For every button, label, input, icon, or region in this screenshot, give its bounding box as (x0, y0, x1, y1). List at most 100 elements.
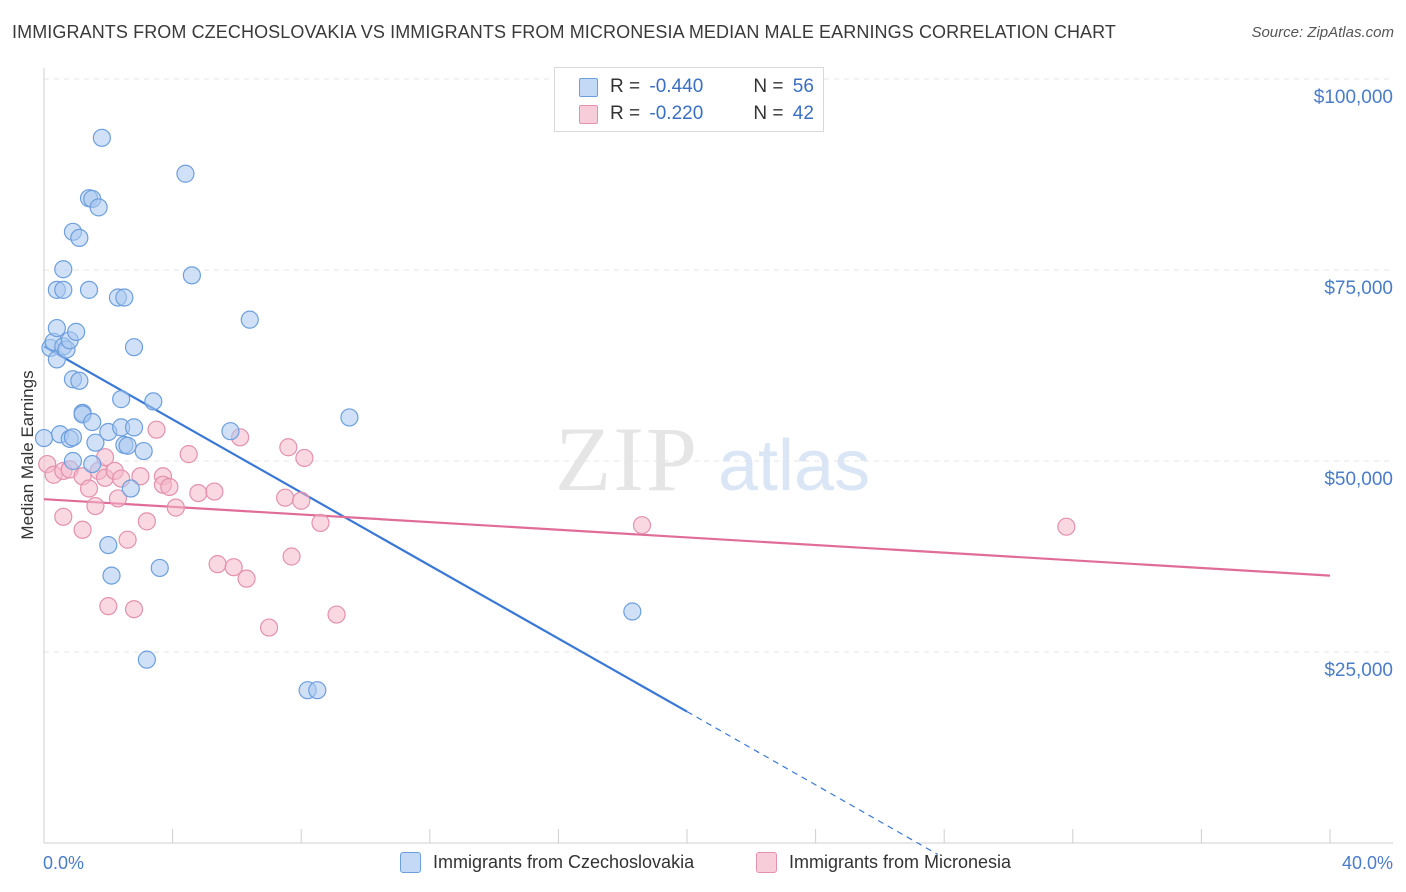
point-czechoslovakia (63, 428, 83, 447)
y-tick-label: $100,000 (1314, 87, 1393, 108)
point-micronesia (279, 438, 298, 457)
series-legend: Immigrants from Czechoslovakia Immigrant… (0, 852, 1406, 878)
point-czechoslovakia (34, 428, 54, 448)
legend-n-label: N = (753, 76, 784, 97)
point-micronesia (311, 513, 330, 532)
data-points (34, 128, 1076, 700)
point-czechoslovakia (54, 260, 73, 279)
series-legend-micronesia: Immigrants from Micronesia (756, 852, 1011, 873)
point-micronesia (160, 477, 179, 497)
point-czechoslovakia (150, 558, 169, 578)
watermark-atlas: atlas (718, 426, 870, 506)
point-micronesia (632, 516, 652, 535)
point-czechoslovakia (121, 479, 140, 498)
trend-line-micronesia (43, 498, 1331, 577)
point-micronesia (189, 483, 208, 503)
point-czechoslovakia (623, 602, 642, 621)
point-czechoslovakia (124, 338, 144, 357)
point-czechoslovakia (118, 436, 137, 455)
point-czechoslovakia (70, 228, 89, 248)
point-czechoslovakia (112, 390, 131, 409)
source-credit: Source: ZipAtlas.com (1251, 24, 1394, 41)
watermark-zip: ZIP (555, 408, 699, 510)
point-czechoslovakia (86, 433, 105, 452)
legend-row-czechoslovakia: R = -0.440 N = 56 (579, 74, 814, 100)
point-czechoslovakia (182, 266, 201, 285)
y-tick-label: $25,000 (1324, 660, 1393, 681)
point-micronesia (99, 597, 118, 616)
point-czechoslovakia (54, 280, 73, 299)
point-czechoslovakia (137, 650, 156, 669)
correlation-legend: R = -0.440 N = 56 R = -0.220 N = 42 (554, 67, 824, 132)
legend-n-label: N = (753, 103, 784, 124)
point-czechoslovakia (124, 418, 144, 437)
point-czechoslovakia (115, 288, 134, 307)
legend-r-label: R = (610, 103, 641, 124)
legend-n-value: 42 (792, 103, 814, 124)
point-micronesia (327, 605, 346, 624)
legend-swatch-blue (579, 77, 598, 97)
point-czechoslovakia (89, 198, 108, 217)
point-czechoslovakia (47, 318, 66, 338)
point-czechoslovakia (83, 454, 102, 474)
point-micronesia (79, 479, 99, 498)
point-micronesia (208, 555, 227, 574)
legend-r-label: R = (610, 76, 641, 97)
point-micronesia (147, 420, 166, 439)
point-czechoslovakia (99, 535, 118, 555)
point-micronesia (73, 520, 92, 539)
point-micronesia (54, 507, 73, 526)
point-czechoslovakia (63, 451, 83, 471)
chart-title: IMMIGRANTS FROM CZECHOSLOVAKIA VS IMMIGR… (12, 22, 1117, 42)
y-tick-labels: $100,000 $75,000 $50,000 $25,000 (1314, 87, 1393, 681)
point-czechoslovakia (79, 280, 99, 299)
legend-row-micronesia: R = -0.220 N = 42 (579, 101, 814, 127)
point-czechoslovakia (176, 164, 195, 183)
point-micronesia (292, 491, 311, 510)
point-micronesia (276, 488, 295, 507)
point-micronesia (86, 496, 105, 516)
point-micronesia (259, 618, 279, 637)
point-micronesia (295, 448, 314, 468)
x-tick-label-max: 40.0% (1342, 853, 1393, 873)
grid-lines (44, 78, 1393, 653)
point-czechoslovakia (83, 412, 102, 432)
series-legend-czechoslovakia: Immigrants from Czechoslovakia (400, 852, 694, 873)
y-tick-label: $50,000 (1324, 469, 1393, 490)
point-micronesia (118, 530, 137, 549)
point-micronesia (137, 512, 156, 531)
y-tick-label: $75,000 (1324, 278, 1393, 299)
point-micronesia (224, 558, 243, 577)
point-micronesia (1057, 517, 1076, 536)
point-czechoslovakia (67, 322, 86, 341)
point-czechoslovakia (134, 441, 153, 461)
axes (43, 68, 1393, 844)
point-micronesia (237, 569, 256, 588)
legend-r-value: -0.220 (649, 103, 704, 124)
point-czechoslovakia (240, 310, 259, 329)
point-czechoslovakia (221, 422, 240, 441)
point-czechoslovakia (308, 681, 327, 700)
point-micronesia (205, 482, 224, 501)
point-czechoslovakia (102, 566, 121, 585)
point-czechoslovakia (92, 128, 111, 147)
x-tick-label-min: 0.0% (43, 853, 84, 873)
point-czechoslovakia (340, 408, 359, 427)
trend-line-czechoslovakia-extension (686, 711, 939, 855)
series-legend-label: Immigrants from Micronesia (789, 852, 1012, 872)
legend-swatch-pink (579, 104, 598, 124)
point-micronesia (282, 547, 301, 566)
legend-r-value: -0.440 (649, 76, 704, 97)
watermark: ZIP atlas (555, 408, 870, 510)
series-swatch-blue (400, 852, 421, 873)
point-czechoslovakia (70, 371, 89, 390)
series-legend-label: Immigrants from Czechoslovakia (433, 852, 695, 872)
point-micronesia (179, 445, 198, 464)
point-micronesia (124, 600, 144, 619)
point-czechoslovakia (144, 392, 163, 411)
series-swatch-pink (756, 852, 777, 873)
point-micronesia (108, 489, 128, 508)
y-axis-label: Median Male Earnings (18, 370, 37, 539)
point-micronesia (166, 498, 185, 517)
